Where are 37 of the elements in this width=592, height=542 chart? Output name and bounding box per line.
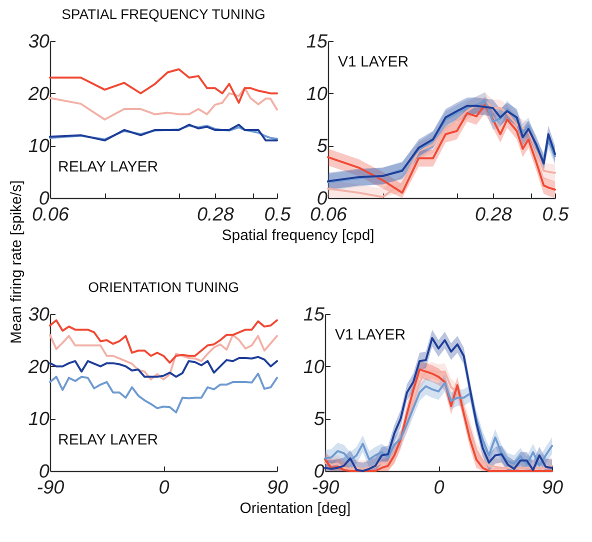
x-tick-label: 90 <box>266 478 288 498</box>
y-tick-label: 5 <box>314 409 325 430</box>
x-tick-label: -90 <box>312 478 340 498</box>
line-series <box>49 372 278 414</box>
x-tick-label: 0.06 <box>32 204 70 226</box>
x-tick-label: 0.5 <box>542 204 570 226</box>
y-tick-label: 30 <box>28 32 50 52</box>
x-tick-label: 0.5 <box>264 204 292 226</box>
line-series <box>49 319 278 364</box>
x-tick-label: 0 <box>158 478 170 498</box>
y-tick-label: 15 <box>303 304 325 326</box>
y-tick-label: 10 <box>28 136 50 158</box>
annotation: V1 LAYER <box>335 326 406 344</box>
y-tick-label: 15 <box>306 32 328 52</box>
annotation: RELAY LAYER <box>58 432 158 449</box>
x-axis-title: Orientation [deg] <box>240 500 351 517</box>
x-axis-title: Spatial frequency [cpd] <box>222 227 374 244</box>
x-tick-label: -90 <box>36 478 65 498</box>
x-tick-label: 0.28 <box>474 204 512 226</box>
x-tick-label: 0.28 <box>196 204 234 226</box>
x-tick-label: 90 <box>542 478 564 498</box>
line-series <box>49 356 278 378</box>
y-tick-label: 10 <box>28 409 50 430</box>
y-axis-title: Mean firing rate [spike/s] <box>8 180 25 344</box>
y-tick-label: 10 <box>306 84 328 105</box>
y-tick-label: 20 <box>27 84 50 105</box>
annotation: RELAY LAYER <box>58 158 158 176</box>
chart-title: SPATIAL FREQUENCY TUNING <box>62 6 266 22</box>
y-tick-label: 10 <box>303 356 325 378</box>
line-series <box>49 334 278 380</box>
y-tick-label: 20 <box>27 356 50 378</box>
y-tick-label: 5 <box>316 136 328 158</box>
y-tick-label: 30 <box>28 304 50 326</box>
chart-title: ORIENTATION TUNING <box>88 279 239 295</box>
x-tick-label: 0.06 <box>310 204 348 226</box>
x-tick-label: 0 <box>434 478 445 498</box>
annotation: V1 LAYER <box>338 53 409 70</box>
